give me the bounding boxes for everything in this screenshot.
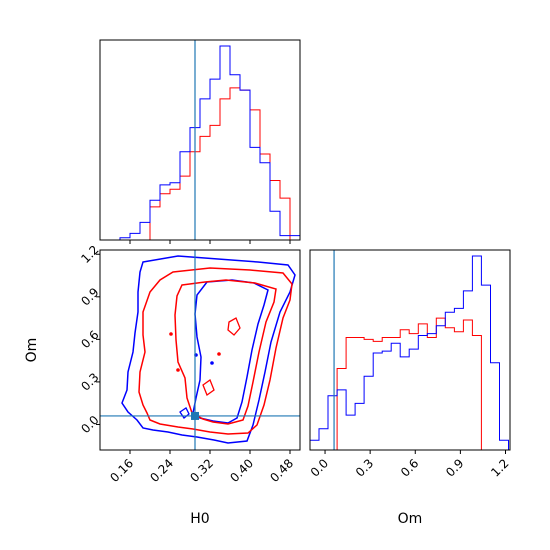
- contour-x-tick-label: 0.24: [147, 456, 176, 485]
- h0-om-contour-panel: 0.16 0.24 0.32 0.40 0.48 0.00.30.60.91.2 H0 …: [24, 243, 301, 527]
- red-speck-3: [217, 352, 221, 356]
- om-x-tick-label: 0.3: [353, 456, 376, 479]
- contour-y-tick-label: 0.3: [78, 370, 101, 393]
- h0-histogram-steps: [100, 45, 301, 241]
- blue-speck-2: [210, 361, 214, 365]
- contour-y-tick-label: 1.2: [78, 243, 101, 266]
- contour-layer: [100, 250, 300, 450]
- h0-histogram-panel: [99, 39, 301, 244]
- blue-histogram-series: [309, 255, 509, 450]
- contour-y-tick-label: 0.9: [78, 285, 101, 308]
- contour-x-tick-label: 0.32: [187, 456, 216, 485]
- h0-histogram-ticks: [129, 240, 291, 244]
- om-histogram-frame: [309, 249, 511, 451]
- om-x-tick-label: 0.0: [308, 456, 331, 479]
- contour-y-ticks: 0.0 0.3 0.6 0.9 1.2: [78, 243, 101, 437]
- om-x-ticks: 0.0 0.3 0.6 0.9 1.2: [308, 450, 512, 480]
- contour-frame: [99, 249, 301, 451]
- om-x-tick-label: 0.6: [398, 456, 421, 479]
- contour-y-tick-label: 0.6: [78, 328, 101, 351]
- om-histogram-steps: [309, 255, 509, 451]
- contour-x-tick-label: 0.16: [107, 456, 136, 485]
- red-inner-contour: [174, 279, 277, 425]
- red-histogram-series: [310, 317, 509, 451]
- contour-x-tick-label: 0.40: [227, 456, 256, 485]
- red-speck-2: [176, 368, 180, 372]
- h0-histogram-frame: [99, 39, 301, 241]
- red-island-contour-1: [227, 317, 241, 336]
- om-x-tick-label: 0.9: [443, 456, 466, 479]
- blue-histogram-series: [100, 45, 301, 241]
- red-island-contour-2: [202, 378, 215, 397]
- contour-x-axis-label: H0: [190, 511, 209, 527]
- red-speck-1: [169, 332, 173, 336]
- truth-point-marker: [191, 411, 199, 420]
- blue-outer-contour: [121, 255, 296, 444]
- om-x-axis-label: Om: [398, 511, 423, 527]
- contour-y-axis-label: Om: [24, 338, 40, 363]
- contour-y-tick-label: 0.0: [78, 413, 101, 436]
- red-outer-contour: [138, 267, 293, 435]
- om-x-tick-label: 1.2: [488, 456, 511, 479]
- contour-x-tick-label: 0.48: [267, 456, 296, 485]
- om-histogram-panel: 0.0 0.3 0.6 0.9 1.2 Om: [308, 249, 512, 527]
- blue-inner-contour: [192, 279, 269, 424]
- contour-x-ticks: 0.16 0.24 0.32 0.40 0.48: [107, 450, 296, 485]
